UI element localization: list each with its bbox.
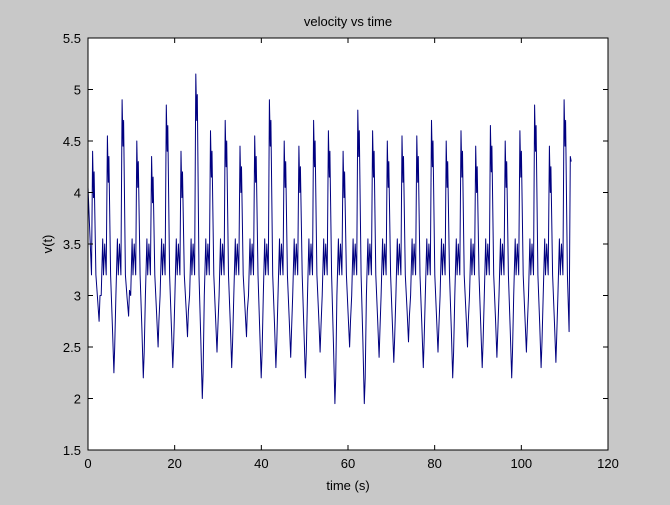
x-axis-label: time (s)	[326, 478, 369, 493]
y-tick-label: 3	[74, 289, 81, 304]
y-tick-label: 3.5	[63, 237, 81, 252]
plot-area	[88, 38, 608, 450]
x-tick-label: 0	[84, 456, 91, 471]
y-tick-label: 2.5	[63, 340, 81, 355]
x-tick-label: 60	[341, 456, 355, 471]
y-axis-label: v(t)	[40, 235, 55, 254]
x-tick-label: 80	[427, 456, 441, 471]
x-tick-label: 40	[254, 456, 268, 471]
y-tick-label: 1.5	[63, 443, 81, 458]
x-tick-label: 100	[510, 456, 532, 471]
x-axis-ticks: 0 20 40 60 80 100 120	[84, 38, 619, 471]
y-tick-label: 5.5	[63, 31, 81, 46]
series-line-velocity	[87, 73, 572, 405]
chart-title: velocity vs time	[304, 14, 392, 29]
y-tick-label: 5	[74, 83, 81, 98]
series-layer	[87, 73, 572, 405]
y-axis-ticks: 1.5 2 2.5 3 3.5 4 4.5 5 5.5	[63, 31, 608, 458]
y-tick-label: 4.5	[63, 134, 81, 149]
x-tick-label: 20	[167, 456, 181, 471]
x-tick-label: 120	[597, 456, 619, 471]
y-tick-label: 2	[74, 392, 81, 407]
y-tick-label: 4	[74, 186, 81, 201]
